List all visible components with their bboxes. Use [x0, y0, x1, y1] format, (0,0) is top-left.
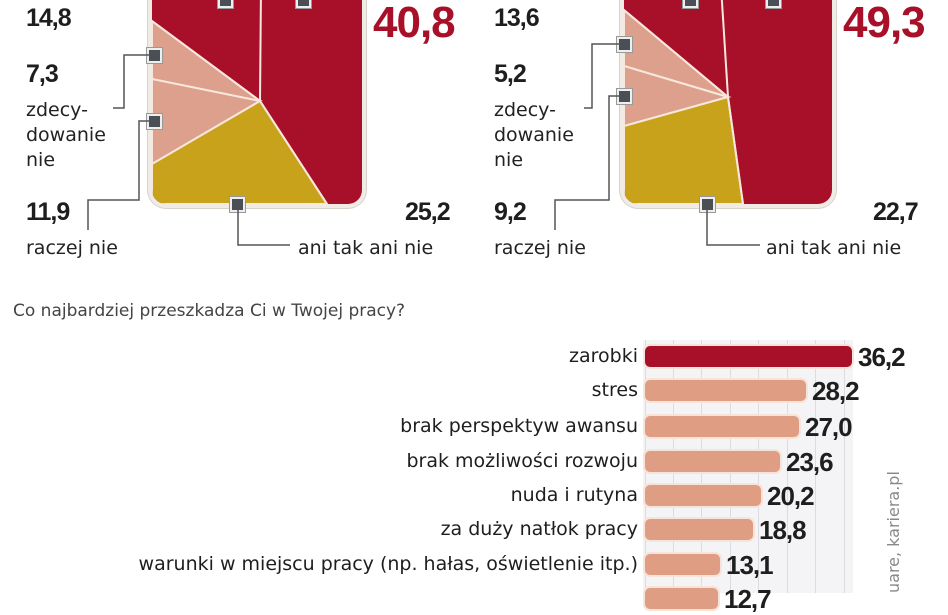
bar-label: brak perspektyw awansu [400, 415, 638, 437]
bar [645, 519, 753, 540]
right-label-raczej-nie: raczej nie [494, 237, 586, 259]
bar-row: ...12,7 [0, 584, 948, 614]
left-value-ani-tak-ani-nie: 25,2 [405, 198, 451, 226]
bar-value: 27,0 [805, 412, 853, 442]
gridline [815, 340, 816, 593]
right-label-zdecydowanie-1: zdecy- [494, 99, 556, 121]
bar [645, 346, 852, 367]
bar-row: stres 28,2 [0, 376, 948, 406]
left-value-raczej-nie: 11,9 [26, 198, 70, 226]
right-value-ani-tak-ani-nie: 22,7 [873, 198, 919, 226]
bar-row: zarobki 36,2 [0, 342, 948, 372]
right-label-zdecydowanie-3: nie [494, 149, 524, 171]
bar-row: brak możliwości rozwoju 23,6 [0, 447, 948, 477]
bar-row: warunki w miejscu pracy (np. hałas, oświ… [0, 550, 948, 580]
bar-label: za duży natłok pracy [440, 518, 638, 540]
right-label-ani-tak-ani-nie: ani tak ani nie [766, 237, 902, 259]
right-marker-top-a [683, 0, 698, 8]
bar-value: 28,2 [812, 376, 860, 406]
left-label-raczej-nie: raczej nie [26, 237, 118, 259]
bar-row: nuda i rutyna 20,2 [0, 481, 948, 511]
right-value-raczej-nie: 9,2 [494, 198, 527, 226]
bar [645, 380, 806, 401]
right-value-zdecydowanie-nie: 5,2 [494, 60, 527, 88]
left-label-zdecydowanie-2: dowanie [26, 124, 106, 146]
left-pie-svg [152, 0, 362, 204]
bar-chart-title: Co najbardziej przeszkadza Ci w Twojej p… [13, 301, 406, 321]
bar-value: 12,7 [724, 584, 772, 614]
bar [645, 485, 761, 506]
right-leader-lines [554, 43, 760, 246]
gridline [787, 340, 788, 593]
bar-value: 20,2 [767, 481, 815, 511]
bar-row: brak perspektyw awansu 27,0 [0, 412, 948, 442]
bar-row: za duży natłok pracy 18,8 [0, 515, 948, 545]
bar-label: nuda i rutyna [510, 484, 638, 506]
right-pie-svg [624, 0, 832, 204]
left-pie-box [152, 0, 362, 204]
left-label-ani-tak-ani-nie: ani tak ani nie [298, 237, 434, 259]
bar-value: 18,8 [759, 515, 807, 545]
right-value-big: 49,3 [843, 0, 926, 47]
bar [645, 588, 718, 609]
gridline [844, 340, 845, 593]
right-pie-box [624, 0, 832, 204]
left-value-big: 40,8 [373, 0, 456, 47]
bar-label: stres [591, 379, 638, 401]
bar [645, 554, 720, 575]
left-leader-lines [87, 54, 290, 246]
bar-label: brak możliwości rozwoju [406, 450, 638, 472]
bar [645, 416, 799, 437]
source-credit: uare, kariera.pl [884, 471, 903, 593]
right-marker-top-b [766, 0, 781, 8]
left-marker-top-b [296, 0, 311, 8]
left-label-zdecydowanie-1: zdecy- [26, 99, 88, 121]
left-marker-top-a [218, 0, 233, 8]
bar [645, 451, 780, 472]
right-label-zdecydowanie-2: dowanie [494, 124, 574, 146]
left-value-top-left: 14,8 [26, 4, 72, 32]
left-label-zdecydowanie-3: nie [26, 149, 56, 171]
bar-value: 36,2 [858, 342, 906, 372]
right-value-top-left: 13,6 [494, 4, 540, 32]
bar-value: 13,1 [726, 550, 774, 580]
left-value-zdecydowanie-nie: 7,3 [26, 60, 59, 88]
bar-value: 23,6 [786, 447, 834, 477]
bar-label: zarobki [569, 345, 638, 367]
bar-label: warunki w miejscu pracy (np. hałas, oświ… [138, 553, 638, 575]
